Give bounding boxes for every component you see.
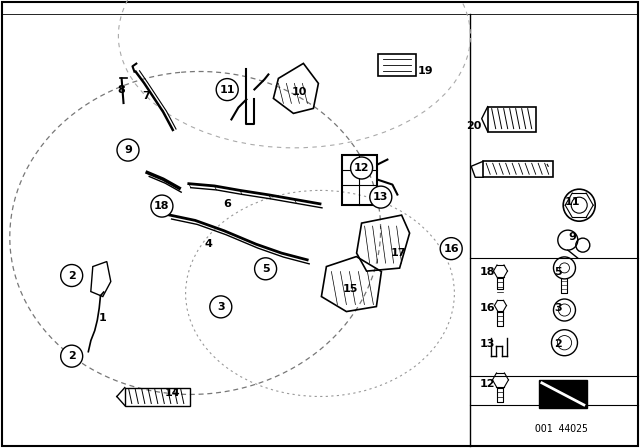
Text: 7: 7 [142,91,150,101]
Circle shape [210,296,232,318]
Circle shape [255,258,276,280]
Bar [539,380,587,408]
Text: 3: 3 [217,302,225,312]
Text: OO1 44O25: OO1 44O25 [535,424,588,434]
Bar [488,107,536,132]
Text: 12: 12 [354,163,369,173]
Text: 5: 5 [554,267,562,277]
Circle shape [61,264,83,287]
Text: 1: 1 [99,313,106,323]
Text: 4: 4 [204,239,212,249]
Text: 18: 18 [480,267,495,277]
Circle shape [370,186,392,208]
Text: 13: 13 [373,192,388,202]
Text: 2: 2 [554,339,562,349]
Text: 15: 15 [343,284,358,294]
Bar [378,54,415,76]
Bar [342,155,378,205]
Text: 9: 9 [124,145,132,155]
Text: 12: 12 [480,379,495,389]
Circle shape [151,195,173,217]
Text: 2: 2 [68,271,76,280]
Circle shape [216,78,238,101]
Text: 8: 8 [118,85,125,95]
Text: 10: 10 [292,87,307,97]
Text: 3: 3 [554,303,562,313]
Bar [125,388,190,405]
Text: 14: 14 [165,388,180,398]
Bar [483,161,553,177]
Text: 16: 16 [444,244,459,254]
Text: 18: 18 [154,201,170,211]
Text: 5: 5 [262,264,269,274]
Text: 13: 13 [480,339,495,349]
Circle shape [61,345,83,367]
Circle shape [117,139,139,161]
Text: 11: 11 [565,197,580,207]
Text: 17: 17 [390,248,406,258]
Text: 11: 11 [220,85,235,95]
Text: 16: 16 [480,303,495,313]
Circle shape [351,157,372,179]
Text: 9: 9 [569,232,577,241]
Text: 6: 6 [223,199,231,209]
Circle shape [440,237,462,260]
Text: 20: 20 [466,121,481,131]
Text: 19: 19 [418,66,433,76]
Text: 2: 2 [68,351,76,361]
